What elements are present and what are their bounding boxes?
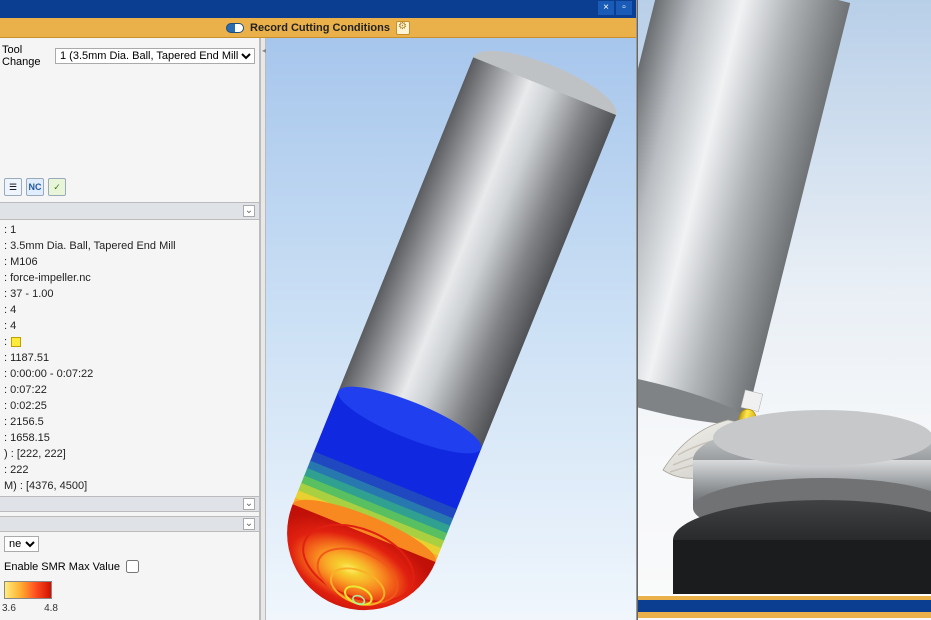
enable-smr-checkbox[interactable] (126, 560, 139, 573)
enable-smr-label: Enable SMR Max Value (4, 561, 120, 573)
info-value: : M106 (4, 256, 38, 268)
info-value: : 0:07:22 (4, 384, 47, 396)
info-value: : 222 (4, 464, 28, 476)
tool-change-select[interactable]: 1 (3.5mm Dia. Ball, Tapered End Mill) (55, 48, 255, 64)
record-toolbar: Record Cutting Conditions (0, 18, 636, 38)
gradient-max: 4.8 (44, 603, 58, 614)
info-value: ) : [222, 222] (4, 448, 66, 460)
gear-icon[interactable] (396, 21, 410, 35)
gradient-labels: 3.6 4.8 (2, 603, 58, 614)
bottom-section: ⌄ ⌄ ne Enable SMR Max Value (0, 496, 259, 620)
dropdown-row: ne (0, 532, 259, 556)
info-row: : 4 (4, 302, 255, 318)
properties-panel: Tool Change 1 (3.5mm Dia. Ball, Tapered … (0, 38, 260, 620)
gradient-min: 3.6 (2, 603, 16, 614)
info-row: : M106 (4, 254, 255, 270)
info-value: : force-impeller.nc (4, 272, 91, 284)
info-row: : 0:02:25 (4, 398, 255, 414)
tool-change-row: Tool Change 1 (3.5mm Dia. Ball, Tapered … (0, 38, 259, 72)
info-value: : 4 (4, 320, 16, 332)
options-header-1[interactable]: ⌄ (0, 496, 259, 512)
chevron-icon[interactable]: ⌄ (243, 518, 255, 530)
app-root: × ▫ Record Cutting Conditions Tool Chang… (0, 0, 931, 620)
info-value: : (4, 336, 7, 348)
info-value: : 0:02:25 (4, 400, 47, 412)
info-list: : 1 : 3.5mm Dia. Ball, Tapered End Mill : … (0, 220, 259, 496)
chevron-icon[interactable]: ⌄ (243, 205, 255, 217)
left-panel: × ▫ Record Cutting Conditions Tool Chang… (0, 0, 637, 620)
chevron-icon[interactable]: ⌄ (243, 498, 255, 510)
info-row: : 37 - 1.00 (4, 286, 255, 302)
info-row: : 4 (4, 318, 255, 334)
title-bar: × ▫ (0, 0, 636, 18)
info-section-header[interactable]: ⌄ (0, 202, 259, 220)
expand-icon[interactable]: ▫ (616, 1, 632, 15)
info-row: : (4, 334, 255, 350)
info-value: M) : [4376, 4500] (4, 480, 87, 492)
info-row: : force-impeller.nc (4, 270, 255, 286)
info-row: : 0:07:22 (4, 382, 255, 398)
close-icon[interactable]: × (598, 1, 614, 15)
icon-row: ☰ NC ✓ (0, 160, 259, 202)
gradient-legend (4, 581, 52, 599)
content-row: Tool Change 1 (3.5mm Dia. Ball, Tapered … (0, 38, 636, 620)
check-icon[interactable]: ✓ (48, 178, 66, 196)
tool-change-label: Tool Change (2, 44, 51, 68)
info-value: : 2156.5 (4, 416, 44, 428)
info-row: : 222 (4, 462, 255, 478)
info-row: : 0:00:00 - 0:07:22 (4, 366, 255, 382)
info-row: : 1187.51 (4, 350, 255, 366)
info-row: : 2156.5 (4, 414, 255, 430)
mode-select[interactable]: ne (4, 536, 39, 552)
info-row: ) : [222, 222] (4, 446, 255, 462)
footer-stripe (638, 594, 931, 620)
nc-icon[interactable]: NC (26, 178, 44, 196)
info-row: : 1 (4, 222, 255, 238)
record-toggle-icon[interactable] (226, 23, 244, 33)
options-header-2[interactable]: ⌄ (0, 516, 259, 532)
info-value: : 1187.51 (4, 352, 49, 364)
info-value: : 1 (4, 224, 16, 236)
info-value: : 0:00:00 - 0:07:22 (4, 368, 93, 380)
viewport-3d-machining[interactable] (637, 0, 931, 620)
viewport-3d-tool[interactable] (266, 38, 636, 620)
info-row: : 1658.15 (4, 430, 255, 446)
info-row: : 3.5mm Dia. Ball, Tapered End Mill (4, 238, 255, 254)
info-row: M) : [4376, 4500] (4, 478, 255, 494)
color-swatch (11, 337, 21, 347)
info-value: : 3.5mm Dia. Ball, Tapered End Mill (4, 240, 176, 252)
record-label: Record Cutting Conditions (250, 22, 390, 34)
info-value: : 1658.15 (4, 432, 50, 444)
smr-row: Enable SMR Max Value (0, 556, 259, 577)
list-icon[interactable]: ☰ (4, 178, 22, 196)
info-value: : 4 (4, 304, 16, 316)
info-value: : 37 - 1.00 (4, 288, 54, 300)
